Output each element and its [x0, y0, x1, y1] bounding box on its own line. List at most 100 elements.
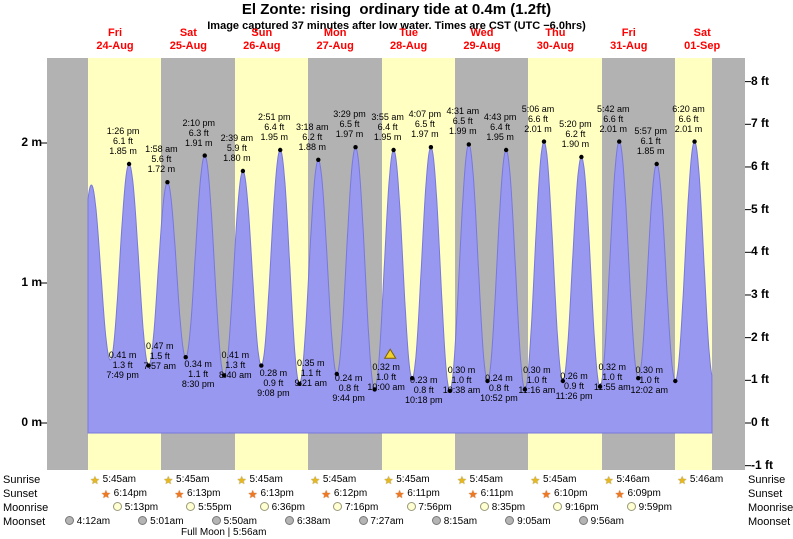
tide-point-dot — [597, 384, 603, 389]
moonset-item: 5:50am — [211, 516, 257, 527]
tide-point-dot — [617, 139, 622, 144]
tide-point-dot — [466, 142, 472, 147]
astro-row-label-right-moonset: Moonset — [748, 516, 791, 528]
moonset-icon — [505, 516, 515, 525]
moonset-item: 4:12am — [65, 516, 110, 527]
astro-row-label-left-moonrise: Moonrise — [3, 502, 49, 514]
moonset-time: 4:12am — [74, 516, 111, 527]
tide-point-dot — [503, 147, 509, 153]
moonset-time: 7:27am — [367, 516, 404, 527]
tide-point-dot — [447, 388, 453, 393]
moonset-time: 9:56am — [587, 516, 624, 527]
moonrise-item: 9:16pm — [553, 502, 599, 513]
tide-point-dot — [391, 147, 396, 153]
moonrise-icon — [259, 502, 269, 511]
sunset-icon: ★ — [101, 489, 111, 501]
sunrise-item: ★ 5:45am — [457, 474, 503, 487]
tide-point-dot — [183, 355, 188, 360]
astro-row-label-left-moonset: Moonset — [3, 516, 46, 528]
moonset-item: 8:15am — [432, 516, 477, 527]
moonset-time: 5:50am — [220, 516, 257, 527]
sunset-item: ★ 6:13pm — [174, 488, 220, 501]
sunrise-time: 5:45am — [99, 474, 137, 485]
sunset-time: 6:10pm — [551, 488, 588, 499]
sunrise-icon: ★ — [163, 475, 174, 487]
tide-point-dot — [240, 168, 246, 174]
sunset-item: ★ 6:12pm — [321, 488, 367, 501]
sunset-time: 6:09pm — [624, 488, 661, 499]
moonrise-item: 8:35pm — [480, 502, 525, 513]
moonrise-icon — [480, 502, 489, 511]
moonrise-time: 6:36pm — [268, 502, 305, 513]
chart-subtitle: Image captured 37 minutes after low wate… — [207, 20, 586, 32]
tide-point-dot — [353, 145, 358, 150]
moonrise-icon — [113, 502, 122, 511]
sunrise-time: 5:45am — [540, 474, 577, 485]
moonset-icon — [285, 516, 295, 525]
astro-row-label-left-sunrise: Sunrise — [3, 474, 41, 486]
moonrise-time: 9:16pm — [562, 502, 599, 513]
sunrise-icon: ★ — [310, 475, 321, 487]
tide-point-dot — [636, 376, 641, 381]
day-column — [47, 58, 88, 470]
sunrise-item: ★ 5:46am — [677, 474, 723, 487]
moonrise-item: 6:36pm — [259, 502, 305, 513]
sunrise-icon: ★ — [236, 475, 247, 487]
sunrise-time: 5:45am — [466, 474, 504, 485]
sunset-item: ★ 6:11pm — [468, 488, 513, 501]
sunset-time: 6:13pm — [184, 488, 221, 499]
chart-title: El Zonte: rising ordinary tide at 0.4m (… — [241, 1, 552, 18]
sunset-item: ★ 6:13pm — [248, 488, 294, 501]
sunrise-time: 5:45am — [246, 474, 283, 485]
sunrise-item: ★ 5:45am — [530, 474, 576, 487]
sunrise-item: ★ 5:45am — [384, 474, 430, 487]
sunrise-item: ★ 5:46am — [604, 474, 650, 487]
moonset-item: 7:27am — [358, 516, 404, 527]
moonset-icon — [211, 516, 221, 525]
moonrise-time: 8:35pm — [489, 502, 526, 513]
tide-point-dot — [316, 157, 321, 162]
tide-point-dot — [221, 373, 227, 378]
tide-point-dot — [334, 371, 339, 377]
moonset-item: 6:38am — [285, 516, 330, 527]
tide-point-dot — [409, 376, 415, 381]
astro-row-label-right-sunrise: Sunrise — [748, 474, 786, 486]
sunrise-icon: ★ — [457, 475, 467, 487]
tide-point-dot — [673, 378, 678, 384]
sunset-time: 6:14pm — [110, 488, 148, 499]
sunrise-time: 5:46am — [687, 474, 724, 485]
moonrise-icon — [333, 502, 343, 511]
sunset-time: 6:11pm — [404, 488, 440, 499]
moonrise-time: 5:55pm — [195, 502, 232, 513]
moonrise-item: 5:55pm — [186, 502, 232, 513]
moonset-item: 9:56am — [578, 516, 624, 527]
sunset-item: ★ 6:10pm — [541, 488, 587, 501]
moonrise-item: 9:59pm — [626, 502, 672, 513]
moonrise-icon — [553, 502, 563, 511]
moonset-item: 5:01am — [138, 516, 184, 527]
moonset-time: 8:15am — [441, 516, 478, 527]
sunset-item: ★ 6:14pm — [101, 488, 147, 501]
moonrise-icon — [186, 502, 196, 511]
moonrise-time: 5:13pm — [122, 502, 159, 513]
tide-point-dot — [654, 161, 659, 167]
tide-point-dot — [126, 161, 132, 167]
tide-point-dot — [692, 139, 697, 144]
sunrise-item: ★ 5:45am — [163, 474, 209, 487]
moonset-time: 9:05am — [514, 516, 551, 527]
tide-point-dot — [485, 378, 490, 384]
sunset-icon: ★ — [394, 489, 405, 501]
tide-point-dot — [428, 145, 434, 150]
moonrise-item: 7:56pm — [406, 502, 452, 513]
sunrise-item: ★ 5:45am — [90, 474, 136, 487]
day-column — [712, 58, 745, 470]
sunset-time: 6:13pm — [257, 488, 294, 499]
sunrise-icon: ★ — [383, 475, 394, 487]
sunset-time: 6:12pm — [331, 488, 368, 499]
tide-point-dot — [202, 153, 207, 158]
sunrise-icon: ★ — [603, 475, 614, 487]
sunset-icon: ★ — [174, 489, 185, 501]
moonrise-item: 5:13pm — [113, 502, 158, 513]
moonrise-icon — [626, 502, 636, 511]
